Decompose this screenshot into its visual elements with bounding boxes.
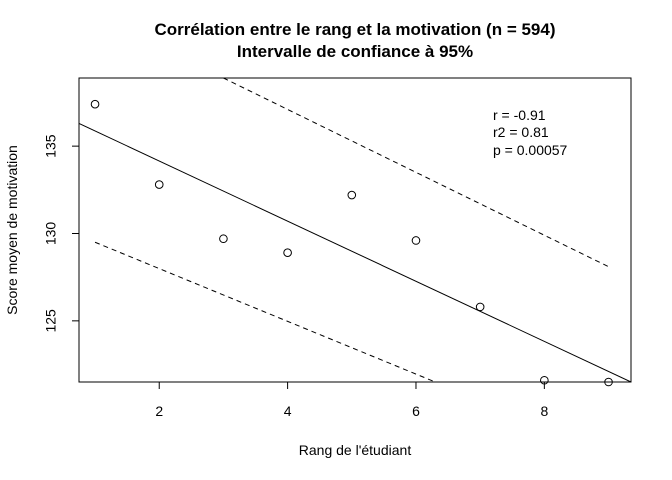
- y-tick-label: 135: [43, 134, 59, 158]
- fit-lines: [78, 77, 632, 383]
- data-point: [347, 190, 357, 200]
- data-point: [540, 375, 549, 385]
- annotation-r: r = -0.91: [493, 107, 546, 123]
- chart-subtitle: Intervalle de confiance à 95%: [237, 42, 473, 61]
- x-tick-label: 8: [540, 403, 548, 419]
- data-points: [90, 99, 613, 387]
- data-point: [604, 377, 613, 387]
- y-tick-label: 125: [43, 309, 59, 333]
- x-tick-label: 6: [412, 403, 420, 419]
- data-point: [283, 248, 292, 258]
- x-tick-label: 4: [284, 403, 292, 419]
- y-tick-label: 130: [43, 222, 59, 246]
- x-axis: 2 4 6 8: [155, 381, 548, 419]
- x-tick-label: 2: [155, 403, 163, 419]
- data-point: [154, 180, 164, 189]
- y-axis-label: Score moyen de motivation: [4, 145, 20, 315]
- annotation-r2: r2 = 0.81: [493, 124, 549, 140]
- annotation-p: p = 0.00057: [493, 142, 568, 158]
- regression-line: [78, 122, 632, 383]
- data-point: [90, 99, 100, 109]
- x-axis-label: Rang de l'étudiant: [299, 442, 412, 458]
- lower-confidence-band: [94, 241, 436, 383]
- y-axis: 125 130 135: [43, 134, 80, 333]
- data-point: [219, 234, 228, 244]
- data-point: [411, 236, 421, 245]
- data-point: [475, 302, 485, 312]
- chart-title: Corrélation entre le rang et la motivati…: [154, 20, 555, 39]
- upper-confidence-band: [223, 77, 609, 268]
